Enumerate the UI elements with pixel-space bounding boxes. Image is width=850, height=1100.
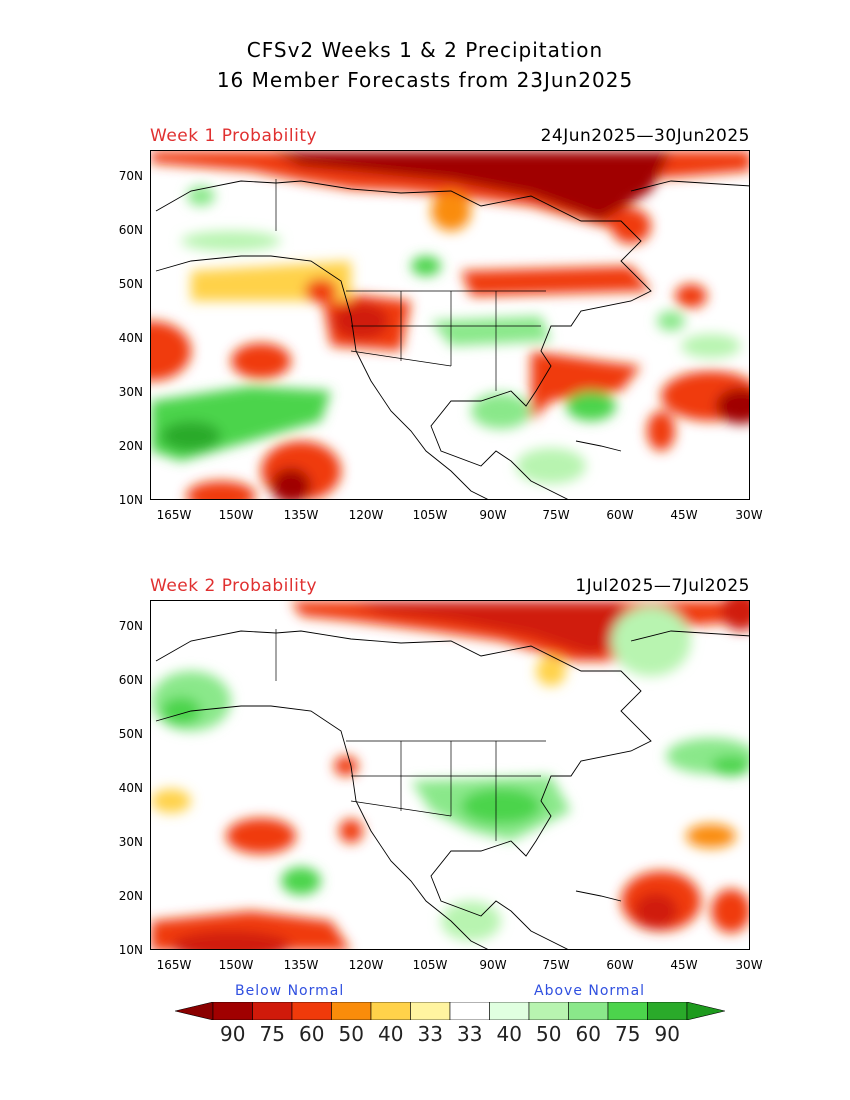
color-bar-segment <box>449 1002 490 1020</box>
color-bar-above-arrow <box>686 1002 725 1020</box>
week1-lon-120w: 120W <box>348 508 384 522</box>
color-bar-segment <box>489 1002 530 1020</box>
week2-lon-150w: 150W <box>218 958 254 972</box>
week1-lat-30: 30N <box>118 385 143 399</box>
week2-lat-10: 10N <box>118 943 143 957</box>
week1-label: Week 1 Probability <box>150 126 318 146</box>
color-bar-label: 33 <box>457 1022 483 1046</box>
color-bar-label: 75 <box>615 1022 641 1046</box>
week1-lat-20: 20N <box>118 439 143 453</box>
week2-map-svg <box>151 601 749 949</box>
week1-lon-135w: 135W <box>283 508 319 522</box>
color-bar <box>175 1002 725 1020</box>
color-bar-segment <box>647 1002 688 1020</box>
week2-lon-135w: 135W <box>283 958 319 972</box>
week1-lat-70: 70N <box>118 169 143 183</box>
week1-lon-105w: 105W <box>412 508 448 522</box>
week1-lon-30w: 30W <box>735 508 763 522</box>
color-bar-label: 90 <box>654 1022 680 1046</box>
week2-lon-30w: 30W <box>735 958 763 972</box>
week1-lat-60: 60N <box>118 223 143 237</box>
week2-lat-20: 20N <box>118 889 143 903</box>
color-bar-label: 60 <box>299 1022 325 1046</box>
week2-lat-50: 50N <box>118 727 143 741</box>
color-bar-label: 50 <box>338 1022 364 1046</box>
week2-dates: 1Jul2025—7Jul2025 <box>575 576 750 596</box>
color-bar-label: 40 <box>378 1022 404 1046</box>
color-bar-label: 75 <box>259 1022 285 1046</box>
legend-below-normal: Below Normal <box>235 983 345 999</box>
color-bar-below-arrow <box>175 1002 214 1020</box>
week1-map-svg <box>151 151 749 499</box>
week1-lon-165w: 165W <box>156 508 192 522</box>
color-bar-label: 40 <box>496 1022 522 1046</box>
week2-lat-70: 70N <box>118 619 143 633</box>
week2-lon-90w: 90W <box>479 958 507 972</box>
week2-lat-40: 40N <box>118 781 143 795</box>
week2-lon-45w: 45W <box>670 958 698 972</box>
week2-lon-120w: 120W <box>348 958 384 972</box>
color-bar-segment <box>410 1002 451 1020</box>
week2-label: Week 2 Probability <box>150 576 318 596</box>
week1-lon-75w: 75W <box>542 508 570 522</box>
week2-lat-60: 60N <box>118 673 143 687</box>
color-bar-segment <box>291 1002 332 1020</box>
color-bar-label: 90 <box>220 1022 246 1046</box>
week1-lon-45w: 45W <box>670 508 698 522</box>
color-bar-segment <box>528 1002 569 1020</box>
color-bar-segment <box>331 1002 372 1020</box>
week2-lon-165w: 165W <box>156 958 192 972</box>
week2-lon-75w: 75W <box>542 958 570 972</box>
color-bar-segment <box>568 1002 609 1020</box>
week1-lon-90w: 90W <box>479 508 507 522</box>
week1-dates: 24Jun2025—30Jun2025 <box>540 126 750 146</box>
week1-lat-40: 40N <box>118 331 143 345</box>
week2-lon-60w: 60W <box>606 958 634 972</box>
week1-lon-60w: 60W <box>606 508 634 522</box>
color-bar-segment <box>607 1002 648 1020</box>
legend-above-normal: Above Normal <box>534 983 646 999</box>
week1-map <box>150 150 750 500</box>
color-bar-segment <box>212 1002 253 1020</box>
week1-lon-150w: 150W <box>218 508 254 522</box>
week2-map <box>150 600 750 950</box>
color-bar-label: 50 <box>536 1022 562 1046</box>
color-bar-label: 33 <box>417 1022 443 1046</box>
week2-lat-30: 30N <box>118 835 143 849</box>
week1-lat-50: 50N <box>118 277 143 291</box>
color-bar-segment <box>370 1002 411 1020</box>
week2-lon-105w: 105W <box>412 958 448 972</box>
map-title-line-1: CFSv2 Weeks 1 & 2 Precipitation <box>246 38 604 62</box>
week1-lat-10: 10N <box>118 493 143 507</box>
color-bar-segment <box>252 1002 293 1020</box>
map-title-line-2: 16 Member Forecasts from 23Jun2025 <box>216 68 634 92</box>
color-bar-label: 60 <box>575 1022 601 1046</box>
